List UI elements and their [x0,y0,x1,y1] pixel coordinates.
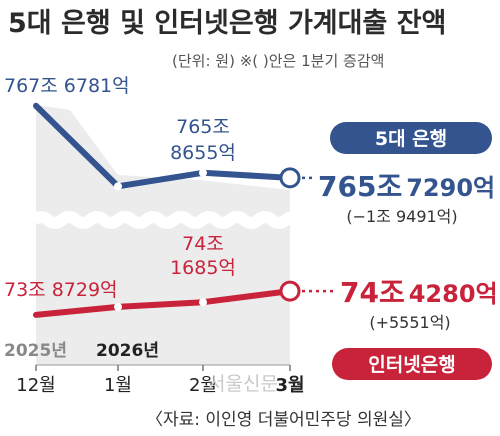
axis-break-wave [30,211,304,229]
series-1-end-marker [279,280,301,302]
badge-internet-label: 인터넷은행 [368,354,455,376]
series-1-data-label-2-0: 74조 [182,233,224,255]
series-1-point-2 [199,298,207,307]
badge-5-banks [330,122,492,154]
year-label-2026: 2026년 [96,341,159,361]
series-0-data-label-2-1: 8655억 [170,142,236,164]
badge-internet [332,348,492,380]
x-tick-label-3: 3월 [275,375,304,396]
series-0-end-marker [279,167,301,189]
blue-change: (−1조 9491억) [346,207,457,226]
x-tick-label-0: 12월 [16,375,55,396]
source-note: 〈자료: 이인영 더불어민주당 의원실〉 [146,410,421,430]
series-line-1 [33,288,293,318]
watermark: 서울신문 [208,373,278,395]
x-tick-label-1: 1월 [104,375,132,396]
red-change: (+5551억) [369,313,450,332]
blue-end-value: 765조 7290억 [318,170,495,203]
series-1-point-1 [114,302,122,311]
series-0-point-1 [114,182,122,191]
x-tick-label-2: 2월 [189,375,217,396]
red-end-value: 74조 4280억 [340,276,498,309]
series-1-data-label-2-1: 1685억 [170,257,236,279]
series-1-data-label-0: 73조 8729억 [4,279,118,301]
badge-5-banks-label: 5대 은행 [375,128,447,150]
series-0-point-2 [199,168,207,177]
chart-title: 5대 은행 및 인터넷은행 가계대출 잔액 [8,8,446,39]
series-0-data-label-2-0: 765조 [176,116,230,138]
year-label-2025: 2025년 [4,341,67,361]
series-line-0 [33,102,293,190]
unit-note: (단위: 원) ※( )안은 1분기 증감액 [172,52,384,70]
series-0-data-label-0: 767조 6781억 [4,75,130,97]
